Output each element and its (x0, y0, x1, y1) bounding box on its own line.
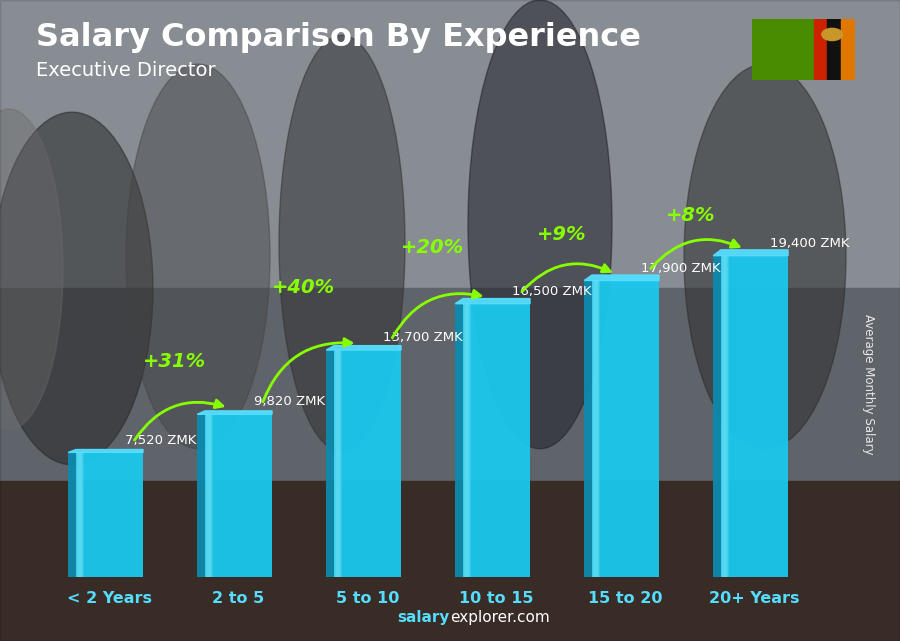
Text: +31%: +31% (143, 352, 206, 370)
Bar (723, 256, 727, 577)
Bar (206, 414, 211, 577)
Bar (721, 256, 788, 577)
Bar (335, 350, 341, 577)
Polygon shape (713, 250, 788, 256)
Ellipse shape (468, 0, 612, 449)
Bar (466, 304, 467, 577)
Text: 13,700 ZMK: 13,700 ZMK (383, 331, 463, 344)
Bar (463, 304, 530, 577)
Bar (593, 281, 598, 577)
Ellipse shape (279, 35, 405, 452)
Bar (335, 350, 341, 577)
Bar (724, 256, 726, 577)
Bar (76, 453, 84, 577)
Bar (455, 304, 463, 577)
Bar (0, 481, 900, 641)
Bar (207, 414, 211, 577)
Bar (326, 350, 334, 577)
Bar (464, 304, 470, 577)
Text: 7,520 ZMK: 7,520 ZMK (125, 433, 196, 447)
Bar (465, 304, 469, 577)
Bar (79, 453, 81, 577)
Bar (595, 281, 597, 577)
Bar (592, 281, 599, 577)
Bar (0, 288, 900, 481)
Bar (595, 281, 597, 577)
Text: Executive Director: Executive Director (36, 61, 216, 80)
Bar (197, 414, 205, 577)
Text: +8%: +8% (665, 206, 715, 226)
Bar (76, 453, 83, 577)
Bar (464, 304, 470, 577)
Text: 9,820 ZMK: 9,820 ZMK (254, 395, 325, 408)
Bar (208, 414, 210, 577)
Text: explorer.com: explorer.com (450, 610, 550, 625)
Text: +9%: +9% (536, 224, 586, 244)
Bar (337, 350, 339, 577)
Text: 17,900 ZMK: 17,900 ZMK (641, 262, 721, 275)
Text: +40%: +40% (272, 278, 335, 297)
Bar (724, 256, 725, 577)
Bar (76, 453, 143, 577)
Text: Salary Comparison By Experience: Salary Comparison By Experience (36, 22, 641, 53)
Text: +20%: +20% (400, 238, 464, 257)
Bar (723, 256, 727, 577)
Bar (842, 19, 855, 80)
Text: 19,400 ZMK: 19,400 ZMK (770, 237, 850, 250)
Bar (0, 0, 900, 288)
Bar (464, 304, 469, 577)
Bar (713, 256, 721, 577)
Bar (205, 414, 212, 577)
Bar (724, 256, 725, 577)
Bar (592, 281, 599, 577)
Bar (78, 453, 82, 577)
Bar (465, 304, 468, 577)
Bar (76, 453, 83, 577)
Bar (334, 350, 342, 577)
Bar (207, 414, 211, 577)
Polygon shape (326, 345, 401, 350)
Bar (334, 350, 401, 577)
Bar (594, 281, 598, 577)
Bar (827, 19, 842, 80)
Polygon shape (68, 449, 143, 453)
Bar (463, 304, 471, 577)
Polygon shape (455, 299, 530, 304)
Bar (466, 304, 468, 577)
Bar (77, 453, 82, 577)
Ellipse shape (0, 112, 153, 465)
Bar (721, 256, 729, 577)
Bar (208, 414, 210, 577)
Bar (336, 350, 340, 577)
Text: 16,500 ZMK: 16,500 ZMK (512, 285, 591, 298)
Text: salary: salary (398, 610, 450, 625)
Bar (337, 350, 338, 577)
Bar (592, 281, 659, 577)
Circle shape (822, 28, 842, 40)
Bar (814, 19, 827, 80)
Text: Average Monthly Salary: Average Monthly Salary (862, 314, 875, 455)
Bar (336, 350, 340, 577)
Bar (205, 414, 272, 577)
Ellipse shape (684, 64, 846, 449)
Bar (205, 414, 212, 577)
Ellipse shape (0, 109, 63, 429)
Bar (593, 281, 598, 577)
Polygon shape (197, 411, 272, 414)
Bar (68, 453, 76, 577)
Bar (722, 256, 728, 577)
Bar (206, 414, 211, 577)
Bar (594, 281, 598, 577)
Bar (584, 281, 592, 577)
Ellipse shape (126, 64, 270, 449)
Bar (79, 453, 80, 577)
Polygon shape (584, 275, 659, 281)
Bar (78, 453, 81, 577)
Bar (722, 256, 728, 577)
